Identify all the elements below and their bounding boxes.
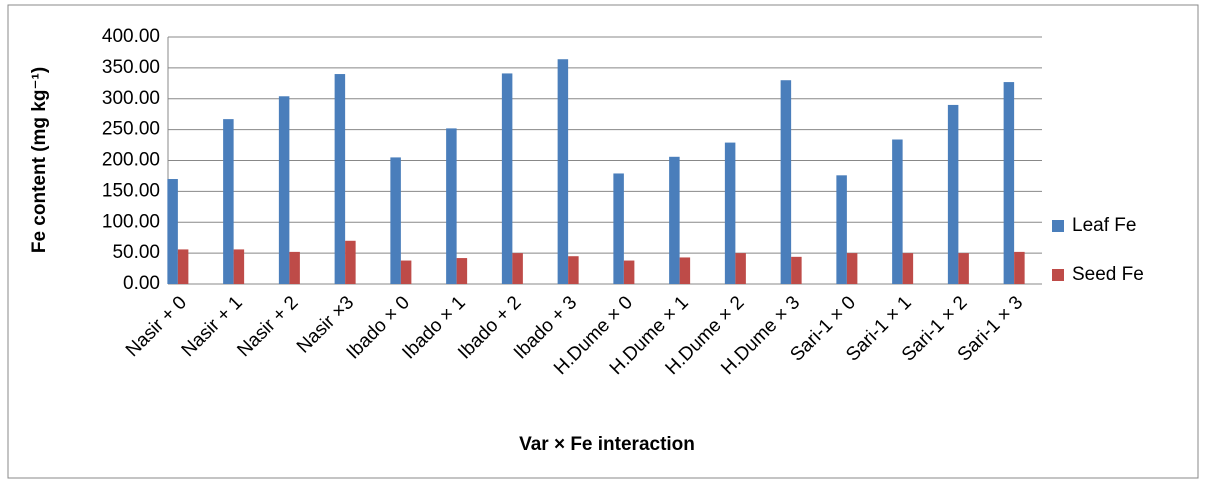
bar bbox=[1014, 251, 1025, 284]
legend-label: Leaf Fe bbox=[1072, 215, 1136, 236]
bar bbox=[223, 119, 234, 284]
bar bbox=[780, 80, 792, 284]
bar bbox=[902, 253, 914, 284]
y-tick-label: 250.00 bbox=[102, 119, 160, 140]
chart-border bbox=[7, 4, 1199, 479]
legend-swatch bbox=[1052, 220, 1064, 232]
y-tick-label: 200.00 bbox=[102, 150, 160, 171]
bar bbox=[334, 74, 346, 284]
x-axis-title: Var × Fe interaction bbox=[519, 434, 695, 455]
bar bbox=[958, 253, 969, 284]
bar bbox=[446, 128, 457, 284]
bar bbox=[568, 256, 579, 284]
bar bbox=[1003, 82, 1015, 284]
bar bbox=[623, 260, 635, 284]
y-tick-label: 0.00 bbox=[123, 273, 160, 294]
bar bbox=[400, 260, 412, 284]
bar bbox=[892, 139, 903, 284]
legend-swatch bbox=[1052, 269, 1064, 281]
y-tick-label: 150.00 bbox=[102, 180, 160, 201]
bar bbox=[167, 179, 178, 284]
bar bbox=[501, 73, 513, 285]
bar bbox=[278, 96, 290, 284]
bar bbox=[724, 142, 736, 284]
y-tick-label: 50.00 bbox=[112, 242, 160, 263]
bar bbox=[512, 253, 523, 284]
bar bbox=[233, 249, 245, 284]
bar bbox=[345, 240, 356, 284]
bar bbox=[613, 173, 624, 284]
y-axis-title: Fe content (mg kg⁻¹) bbox=[29, 67, 50, 253]
legend-label: Seed Fe bbox=[1072, 264, 1144, 285]
bar bbox=[456, 258, 468, 284]
y-tick-label: 400.00 bbox=[102, 26, 160, 47]
bar bbox=[390, 157, 401, 284]
bar bbox=[947, 104, 959, 284]
bar bbox=[177, 249, 189, 284]
bar bbox=[679, 257, 691, 284]
y-tick-label: 100.00 bbox=[102, 211, 160, 232]
bar bbox=[669, 156, 680, 284]
bar bbox=[846, 253, 858, 284]
bar bbox=[557, 59, 569, 285]
y-tick-label: 300.00 bbox=[102, 88, 160, 109]
y-tick-label: 350.00 bbox=[102, 57, 160, 78]
bar bbox=[735, 253, 746, 284]
bar bbox=[289, 251, 300, 284]
bar bbox=[836, 175, 847, 284]
bar bbox=[791, 256, 802, 284]
